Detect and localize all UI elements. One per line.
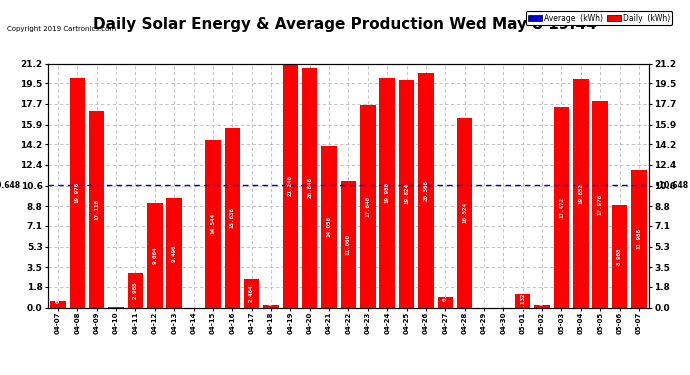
Text: 19.980: 19.980 [385, 182, 390, 203]
Bar [147, 203, 163, 308]
Bar [70, 78, 85, 308]
Text: 14.544: 14.544 [210, 213, 215, 234]
Bar [128, 273, 144, 308]
Text: 14.056: 14.056 [326, 216, 332, 237]
Text: 17.472: 17.472 [559, 196, 564, 217]
Legend: Average  (kWh), Daily  (kWh): Average (kWh), Daily (kWh) [526, 11, 672, 25]
Bar [399, 80, 414, 308]
Bar [573, 79, 589, 308]
Bar [244, 279, 259, 308]
Bar [457, 117, 473, 308]
Bar [380, 78, 395, 308]
Text: Copyright 2019 Cartronics.com: Copyright 2019 Cartronics.com [7, 26, 116, 32]
Text: 9.064: 9.064 [152, 247, 157, 264]
Bar [437, 297, 453, 307]
Text: 19.976: 19.976 [75, 182, 80, 203]
Text: 15.636: 15.636 [230, 207, 235, 228]
Bar [322, 146, 337, 308]
Bar [50, 302, 66, 307]
Text: 9.496: 9.496 [172, 244, 177, 262]
Bar [360, 105, 375, 308]
Bar [224, 128, 240, 308]
Text: 11.988: 11.988 [636, 228, 642, 249]
Text: 11.000: 11.000 [346, 234, 351, 255]
Text: 0.180: 0.180 [268, 288, 273, 305]
Text: 0.076: 0.076 [114, 288, 119, 306]
Bar [515, 294, 531, 307]
Bar [166, 198, 182, 308]
Bar [553, 106, 569, 308]
Text: 0.000: 0.000 [501, 288, 506, 306]
Text: •10.648: •10.648 [0, 181, 21, 190]
Bar [593, 101, 608, 308]
Bar [283, 63, 298, 308]
Bar [89, 111, 104, 308]
Bar [302, 68, 317, 308]
Bar [205, 140, 221, 308]
Text: 16.524: 16.524 [462, 202, 467, 223]
Text: 21.240: 21.240 [288, 175, 293, 196]
Bar [264, 305, 279, 308]
Bar [418, 74, 433, 308]
Text: 17.640: 17.640 [365, 196, 371, 217]
Text: Daily Solar Energy & Average Production Wed May 8 19:44: Daily Solar Energy & Average Production … [93, 17, 597, 32]
Text: 17.116: 17.116 [95, 199, 99, 220]
Bar [108, 307, 124, 308]
Text: 1.132: 1.132 [520, 292, 525, 310]
Text: 19.852: 19.852 [578, 183, 583, 204]
Bar [341, 181, 356, 308]
Bar [612, 205, 627, 308]
Text: 20.848: 20.848 [307, 177, 312, 198]
Text: •10.648: •10.648 [655, 181, 689, 190]
Text: 0.524: 0.524 [55, 286, 61, 303]
Text: 20.368: 20.368 [424, 180, 428, 201]
Text: 19.824: 19.824 [404, 183, 409, 204]
Bar [534, 305, 550, 308]
Bar [631, 170, 647, 308]
Text: 17.976: 17.976 [598, 194, 602, 214]
Text: 0.000: 0.000 [482, 288, 486, 306]
Text: 2.968: 2.968 [133, 282, 138, 299]
Text: 2.464: 2.464 [249, 285, 254, 302]
Text: 8.908: 8.908 [617, 248, 622, 265]
Text: 0.000: 0.000 [191, 288, 196, 306]
Text: 0.188: 0.188 [540, 288, 544, 305]
Text: 0.940: 0.940 [443, 284, 448, 301]
